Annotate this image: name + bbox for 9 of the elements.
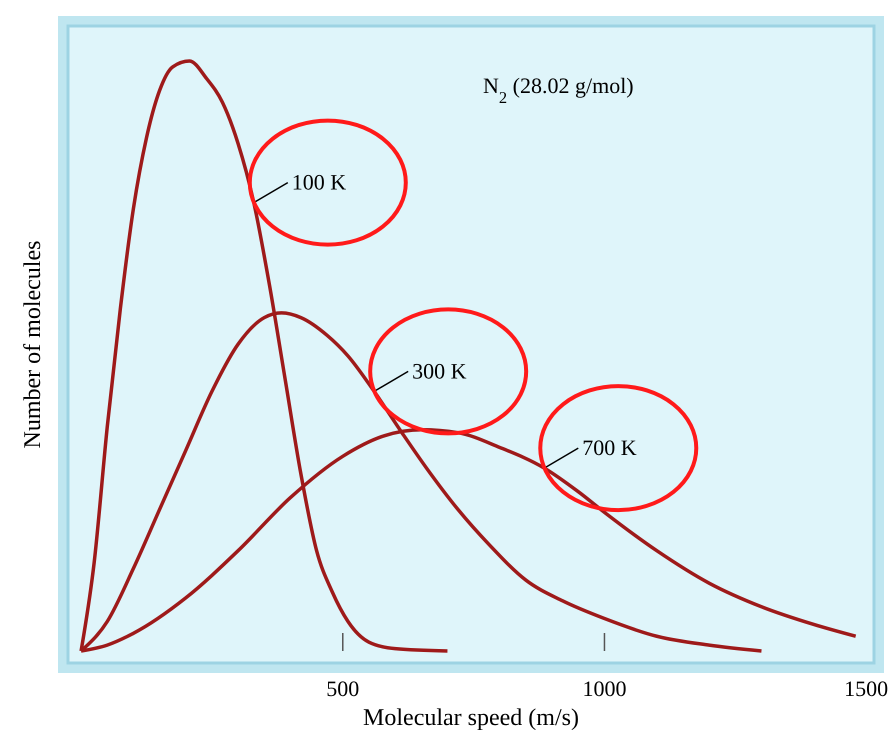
x-tick-label: 500 bbox=[326, 676, 360, 701]
series-label: 300 K bbox=[412, 358, 467, 384]
x-axis-title: Molecular speed (m/s) bbox=[363, 705, 579, 731]
annotation: N$_{2}$ (28.02 g/mol) bbox=[483, 73, 634, 106]
series-label: 100 K bbox=[292, 170, 346, 195]
x-tick-label: 1500 bbox=[844, 676, 888, 701]
y-axis-title: Number of molecules bbox=[20, 240, 46, 448]
series-label: 700 K bbox=[582, 435, 637, 460]
x-tick-label: 1000 bbox=[582, 676, 626, 701]
